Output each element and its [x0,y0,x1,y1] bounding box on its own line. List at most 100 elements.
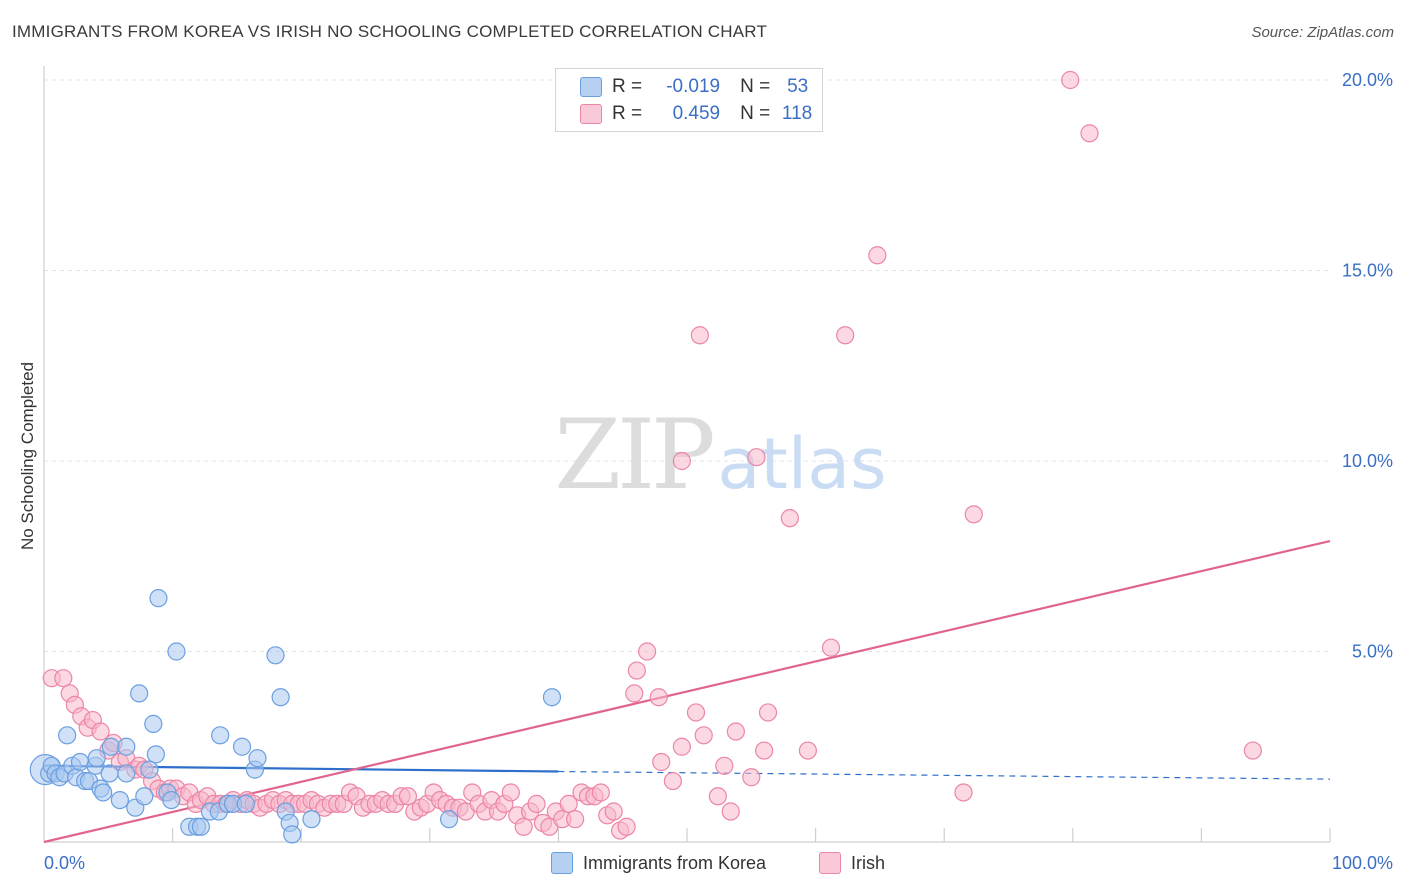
korea-point [58,726,77,745]
korea-trend-extension [558,770,1331,780]
korea-point [87,749,106,768]
korea-point [101,737,120,756]
irish-point [821,638,841,657]
watermark-atlas: atlas [717,423,886,505]
legend-r-value-irish: 0.459 [672,103,721,124]
bottom-legend-swatch-korea [551,852,573,874]
y-tick-label: 20.0% [1342,70,1393,90]
irish-point [755,741,774,760]
korea-point [302,810,321,829]
korea-point [271,688,290,707]
irish-point [527,794,546,814]
korea-point [439,810,459,829]
y-tick-label: 10.0% [1342,451,1393,471]
irish-point [747,448,766,467]
bottom-legend-korea[interactable]: Immigrants from Korea [551,852,766,874]
korea-point [140,760,159,779]
irish-point [686,703,706,722]
x-tick-label-max: 100.0% [1332,853,1393,873]
irish-point [798,741,817,760]
irish-point [604,802,623,821]
legend-swatch-irish [580,104,602,124]
source-label: Source: ZipAtlas.com [1251,24,1394,41]
korea-point [236,794,256,814]
legend-row-korea: R = -0.019 N = 53 [580,74,808,100]
irish-point [566,810,585,829]
irish-point [627,661,646,680]
bottom-legend-label-irish: Irish [851,852,886,873]
irish-point [1061,70,1080,90]
legend-n-label: N = [740,103,771,124]
bottom-legend: Immigrants from Korea Irish [0,852,1406,878]
korea-point [149,589,168,608]
data-points [29,70,1262,844]
irish-point [954,783,973,802]
irish-point [690,326,709,345]
korea-point [100,764,119,783]
irish-point [780,509,799,528]
tick-labels: 5.0% 10.0% 15.0% 20.0% 0.0% 100.0% [44,70,1393,873]
legend-n-value-irish: 118 [781,103,813,124]
korea-point [117,737,136,756]
legend-r-label: R = [612,103,643,124]
korea-point [70,752,90,772]
korea-point [144,714,163,733]
irish-point [91,722,110,741]
irish-point [758,703,778,722]
irish-point [591,783,610,802]
y-tick-label: 15.0% [1342,261,1393,281]
irish-point [649,688,668,707]
irish-point [726,722,745,741]
irish-point [742,768,761,787]
irish-point [964,505,983,524]
legend-swatch-korea [580,77,602,97]
watermark-zip: ZIP [554,399,713,511]
korea-point [283,825,302,844]
korea-point [232,737,252,756]
irish-point [638,642,657,661]
irish-point [694,726,713,745]
legend-n-label: N = [740,76,771,97]
legend-r-value-korea: -0.019 [666,76,721,97]
irish-point [708,787,727,806]
korea-point [135,787,154,806]
chart-title: IMMIGRANTS FROM KOREA VS IRISH NO SCHOOL… [12,22,768,41]
legend-n-value-korea: 53 [787,76,809,97]
irish-point [836,326,855,345]
korea-point [117,764,136,783]
irish-point [398,787,418,806]
irish-point [501,783,520,802]
irish-trend-line [43,539,1331,844]
korea-point [211,726,230,745]
irish-point [54,669,73,688]
grid-lines [44,79,1330,652]
korea-point [146,745,165,764]
korea-point [542,688,562,707]
irish-point [617,817,636,836]
irish-point [625,684,644,703]
irish-point [1243,741,1262,760]
irish-point [559,794,578,814]
irish-point [672,737,691,756]
korea-point [130,684,149,703]
irish-point [672,451,691,471]
irish-point [663,771,682,791]
y-tick-label: 5.0% [1352,642,1393,662]
irish-point [514,817,533,836]
axes [43,66,1331,843]
bottom-legend-irish[interactable]: Irish [819,852,885,874]
korea-point [167,642,186,661]
x-tick-label-min: 0.0% [44,853,85,873]
legend-box: R = -0.019 N = 53 R = 0.459 N = 118 [555,68,823,132]
irish-point [715,756,734,775]
bottom-legend-label-korea: Immigrants from Korea [583,852,767,873]
irish-point [652,752,671,772]
irish-point [1080,124,1099,143]
legend-r-label: R = [612,76,643,97]
bottom-legend-swatch-irish [819,852,841,874]
korea-point [94,783,113,802]
korea-point [110,790,129,810]
korea-point [266,646,285,665]
irish-point [721,802,740,821]
